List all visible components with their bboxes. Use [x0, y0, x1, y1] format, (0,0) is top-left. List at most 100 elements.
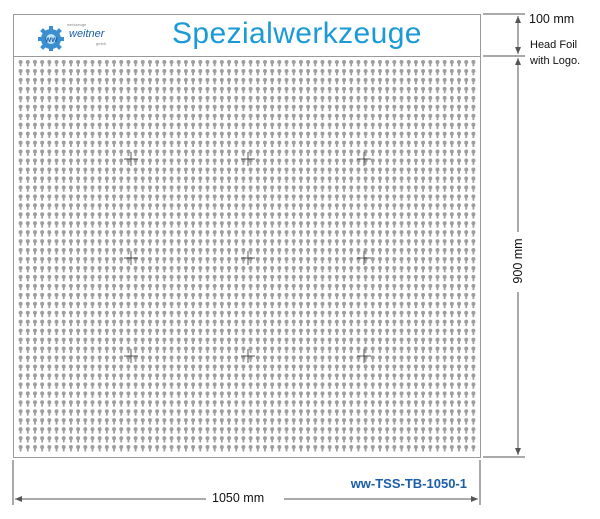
peg-hole [298, 95, 303, 103]
peg-hole [112, 68, 117, 76]
head-note-line1: Head Foil [530, 39, 578, 51]
peg-hole [464, 77, 469, 85]
peg-hole [406, 68, 411, 76]
peg-hole [413, 95, 418, 103]
peg-hole [327, 95, 332, 103]
peg-hole [349, 68, 354, 76]
peg-hole [413, 86, 418, 94]
peg-hole [227, 113, 232, 121]
peg-hole [176, 104, 181, 112]
peg-hole [298, 68, 303, 76]
peg-hole [169, 86, 174, 94]
peg-hole [126, 113, 131, 121]
peg-hole [406, 104, 411, 112]
peg-hole [392, 86, 397, 94]
peg-hole [104, 95, 109, 103]
peg-hole [385, 60, 390, 67]
peg-hole [255, 68, 260, 76]
peg-hole [349, 77, 354, 85]
peg-hole [155, 86, 160, 94]
peg-hole [255, 60, 260, 67]
peg-hole [76, 68, 81, 76]
peg-hole [183, 104, 188, 112]
peg-hole [126, 77, 131, 85]
peg-hole [306, 86, 311, 94]
peg-hole [133, 95, 138, 103]
peg-hole [248, 77, 253, 85]
peg-hole [68, 77, 73, 85]
peg-hole [385, 113, 390, 121]
peg-hole [183, 60, 188, 67]
peg-hole [449, 95, 454, 103]
peg-hole [284, 104, 289, 112]
peg-hole [126, 104, 131, 112]
peg-hole [18, 60, 23, 67]
peg-hole [428, 95, 433, 103]
peg-hole [76, 95, 81, 103]
peg-hole [385, 77, 390, 85]
peg-hole [457, 77, 462, 85]
peg-hole [306, 60, 311, 67]
peg-hole [327, 77, 332, 85]
peg-hole [18, 68, 23, 76]
peg-hole [363, 77, 368, 85]
peg-hole [377, 68, 382, 76]
peg-hole [104, 77, 109, 85]
peg-hole [270, 77, 275, 85]
peg-hole [54, 104, 59, 112]
peg-hole [241, 86, 246, 94]
peg-hole [176, 95, 181, 103]
peg-hole [392, 68, 397, 76]
peg-hole [464, 86, 469, 94]
peg-hole [191, 77, 196, 85]
peg-hole [234, 104, 239, 112]
peg-hole [255, 104, 260, 112]
peg-hole [291, 95, 296, 103]
peg-hole [205, 95, 210, 103]
peg-hole [133, 104, 138, 112]
peg-hole [306, 113, 311, 121]
peg-hole [248, 95, 253, 103]
peg-hole [442, 104, 447, 112]
peg-hole [471, 77, 476, 85]
peg-hole [147, 95, 152, 103]
peg-hole [392, 95, 397, 103]
peg-hole [457, 60, 462, 67]
peg-hole [406, 95, 411, 103]
peg-hole [421, 113, 426, 121]
peg-hole [212, 95, 217, 103]
peg-hole [76, 60, 81, 67]
peg-hole [54, 77, 59, 85]
peg-hole [97, 68, 102, 76]
peg-hole [112, 60, 117, 67]
peg-hole [90, 68, 95, 76]
peg-hole [169, 104, 174, 112]
peg-hole [147, 77, 152, 85]
peg-hole [291, 113, 296, 121]
peg-hole [155, 68, 160, 76]
peg-hole [385, 86, 390, 94]
peg-hole [90, 86, 95, 94]
peg-hole [147, 86, 152, 94]
peg-hole [428, 86, 433, 94]
peg-hole [227, 68, 232, 76]
peg-hole [219, 113, 224, 121]
peg-hole [219, 77, 224, 85]
peg-hole [133, 77, 138, 85]
peg-hole [61, 104, 66, 112]
peg-hole [47, 77, 52, 85]
peg-hole [191, 113, 196, 121]
peg-hole [76, 77, 81, 85]
peg-hole [392, 104, 397, 112]
peg-hole [385, 68, 390, 76]
peg-hole [205, 104, 210, 112]
peg-hole [241, 95, 246, 103]
peg-hole [413, 104, 418, 112]
peg-hole [248, 68, 253, 76]
peg-hole [262, 95, 267, 103]
peg-hole [191, 95, 196, 103]
peg-hole [291, 68, 296, 76]
peg-hole [291, 104, 296, 112]
peg-hole [83, 86, 88, 94]
peg-hole [241, 68, 246, 76]
